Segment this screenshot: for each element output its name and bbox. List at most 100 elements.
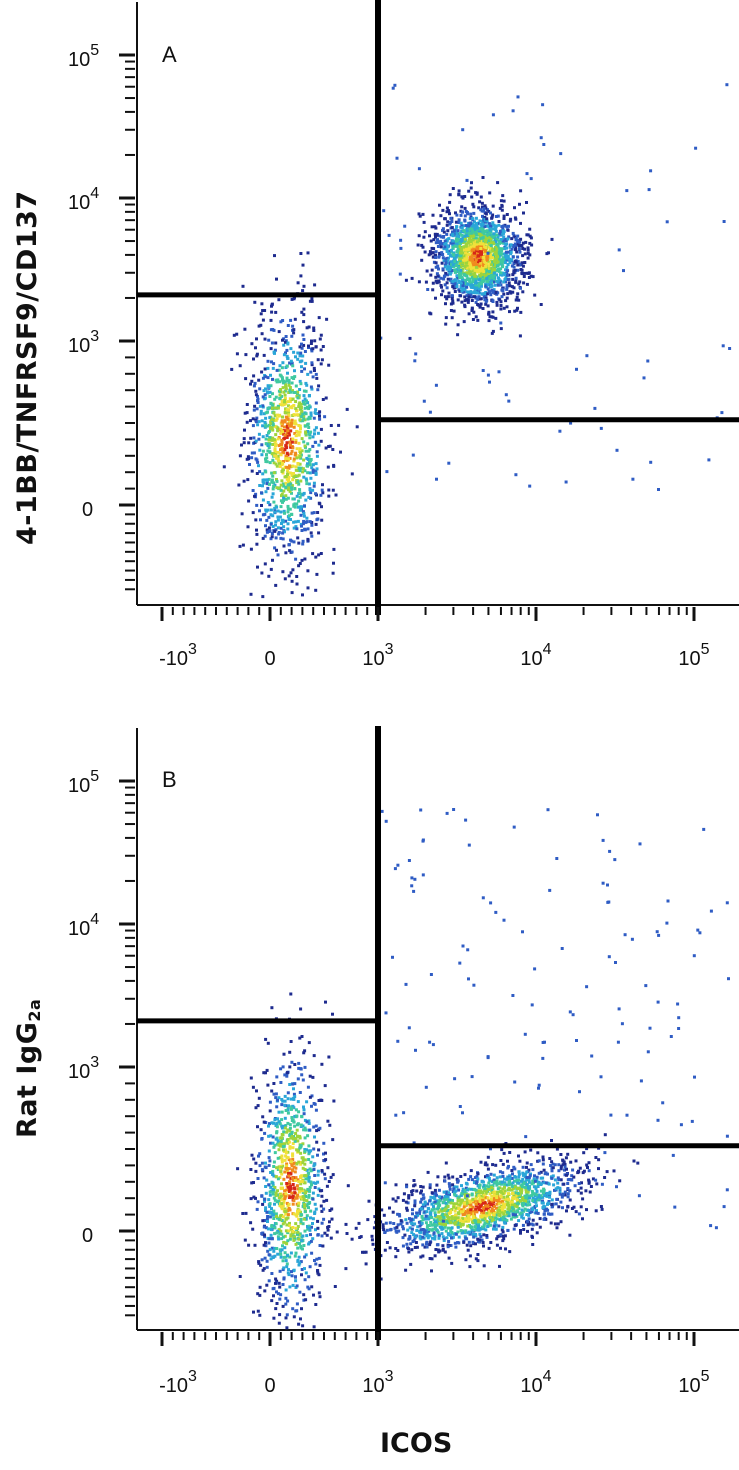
- scatter-point: [497, 250, 501, 254]
- scatter-point: [467, 1177, 471, 1181]
- scatter-point: [291, 474, 294, 477]
- scatter-point: [481, 222, 485, 226]
- scatter-point: [300, 365, 303, 369]
- scatter-point: [484, 264, 488, 268]
- scatter-point: [298, 1036, 302, 1040]
- scatter-point: [319, 362, 323, 366]
- scatter-point: [303, 527, 307, 531]
- scatter-point: [270, 310, 274, 314]
- scatter-point: [497, 278, 501, 282]
- scatter-point: [282, 1266, 286, 1270]
- scatter-point: [413, 1201, 417, 1205]
- scatter-point: [302, 338, 306, 341]
- scatter-point: [271, 474, 275, 478]
- scatter-point: [303, 1278, 307, 1282]
- scatter-point: [396, 1249, 400, 1252]
- scatter-point: [267, 574, 271, 578]
- scatter-point: [474, 1195, 478, 1199]
- scatter-point: [473, 290, 477, 294]
- scatter-point: [456, 247, 460, 251]
- scatter-point: [388, 1246, 392, 1250]
- scatter-point: [331, 488, 335, 492]
- scatter-point: [251, 489, 255, 492]
- scatter-point: [297, 441, 301, 445]
- scatter-point: [463, 273, 467, 277]
- scatter-point: [279, 453, 283, 457]
- scatter-point: [443, 274, 447, 278]
- scatter-point: [307, 344, 310, 348]
- scatter-point: [259, 412, 263, 416]
- scatter-point: [288, 1083, 292, 1086]
- scatter-point: [473, 1176, 477, 1180]
- scatter-point: [293, 317, 297, 321]
- scatter-point: [481, 275, 485, 279]
- scatter-point: [307, 1226, 311, 1230]
- scatter-point: [267, 1149, 271, 1153]
- scatter-point: [303, 1065, 307, 1069]
- scatter-point: [286, 1299, 290, 1303]
- scatter-point: [513, 1179, 516, 1183]
- scatter-point: [330, 1217, 334, 1221]
- scatter-point: [284, 1296, 288, 1300]
- scatter-point: [487, 310, 491, 314]
- scatter-point: [288, 1255, 292, 1259]
- scatter-point: [294, 1309, 298, 1313]
- scatter-point: [262, 353, 266, 357]
- scatter-point: [461, 196, 465, 200]
- scatter-point: [509, 1209, 513, 1213]
- scatter-point: [284, 340, 287, 344]
- scatter-point: [499, 307, 503, 311]
- scatter-point: [492, 254, 496, 258]
- scatter-point: [263, 1131, 267, 1135]
- scatter-point: [287, 431, 291, 435]
- scatter-point: [455, 274, 459, 278]
- scatter-point: [271, 443, 275, 446]
- scatter-point: [286, 510, 290, 514]
- scatter-point: [263, 562, 267, 566]
- scatter-point: [477, 278, 481, 282]
- scatter-point: [459, 285, 463, 289]
- scatter-point: [434, 296, 437, 300]
- scatter-point: [232, 333, 236, 337]
- scatter-point: [441, 208, 445, 212]
- scatter-point: [503, 1217, 507, 1221]
- scatter-point: [304, 477, 308, 481]
- scatter-point: [281, 1148, 285, 1152]
- scatter-point: [485, 269, 489, 273]
- scatter-point: [478, 228, 482, 232]
- scatter-point: [431, 251, 435, 255]
- scatter-point: [501, 1190, 505, 1194]
- scatter-point: [257, 378, 261, 382]
- scatter-point: [455, 260, 459, 264]
- scatter-point: [319, 439, 323, 443]
- scatter-point: [297, 1160, 301, 1164]
- scatter-point: [310, 349, 314, 353]
- scatter-point: [272, 1224, 276, 1228]
- scatter-point: [281, 531, 285, 535]
- scatter-point: [520, 261, 524, 265]
- scatter-point: [603, 1176, 607, 1179]
- scatter-point: [289, 1251, 293, 1255]
- scatter-point: [509, 250, 513, 254]
- scatter-point: [467, 271, 471, 275]
- scatter-point: [530, 1222, 534, 1226]
- scatter-point: [435, 281, 439, 285]
- scatter-point: [310, 297, 314, 301]
- scatter-point: [479, 257, 482, 261]
- scatter-point: [249, 1076, 253, 1080]
- scatter-point: [649, 460, 653, 464]
- scatter-point: [296, 351, 300, 355]
- scatter-point: [260, 1194, 264, 1198]
- scatter-point: [294, 1279, 298, 1283]
- scatter-point: [306, 527, 310, 531]
- scatter-point: [272, 1082, 276, 1085]
- scatter-point: [302, 343, 306, 347]
- scatter-point: [491, 269, 495, 273]
- scatter-point: [303, 1126, 307, 1130]
- scatter-point: [275, 1125, 279, 1129]
- scatter-point: [505, 258, 509, 262]
- scatter-point: [289, 1040, 293, 1043]
- scatter-point: [563, 1190, 567, 1194]
- scatter-point: [300, 1268, 304, 1271]
- scatter-point: [262, 412, 266, 416]
